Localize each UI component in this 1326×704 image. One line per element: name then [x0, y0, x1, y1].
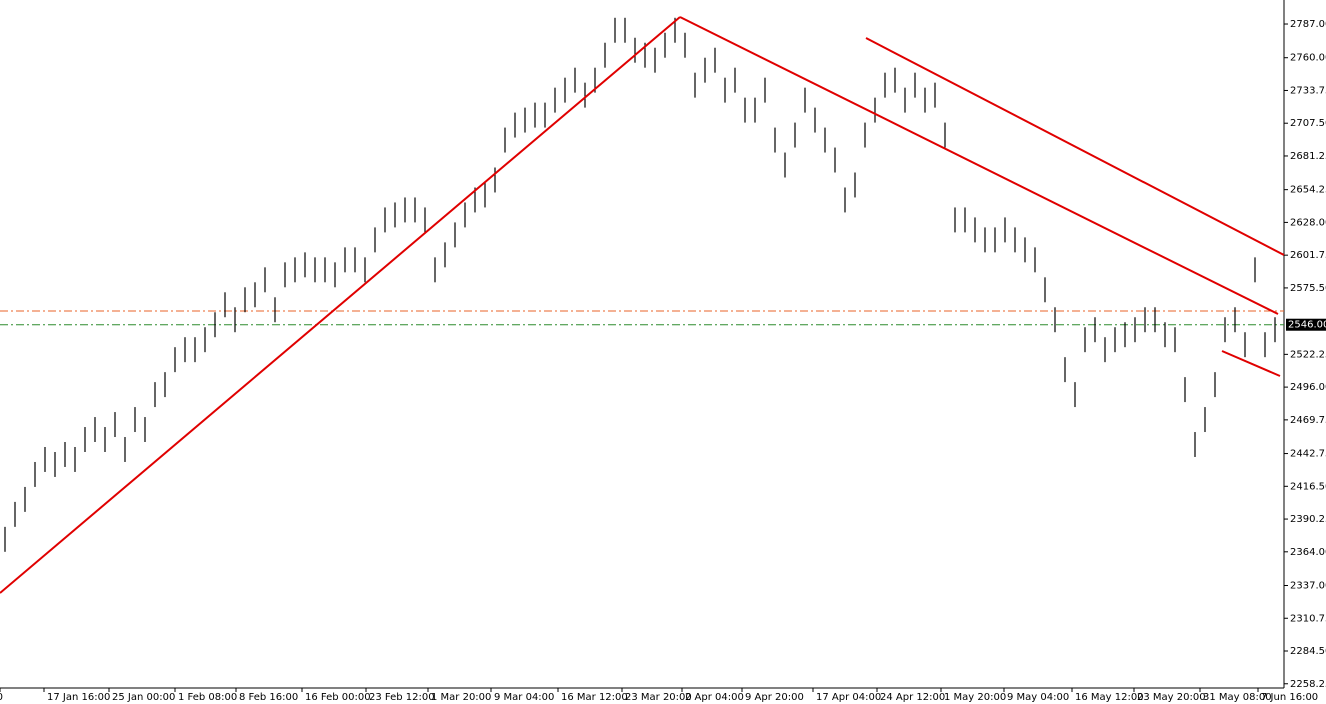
- y-tick-label: 2258.25: [1290, 679, 1326, 690]
- x-tick-label: 25 Jan 00:00: [112, 692, 175, 703]
- x-tick-label: 31 May 08:00: [1203, 692, 1272, 703]
- x-tick-label: 9 Apr 20:00: [745, 692, 804, 703]
- x-tick-label: 24 Apr 12:00: [880, 692, 945, 703]
- trend-line: [679, 16, 1279, 315]
- x-tick-label: 23 Feb 12:00: [369, 692, 435, 703]
- y-tick-label: 2284.50: [1290, 646, 1326, 657]
- x-tick-label: 2 Apr 04:00: [685, 692, 744, 703]
- trend-line: [865, 37, 1285, 256]
- x-tick-label: 16 Feb 00:00: [305, 692, 371, 703]
- x-tick-label: 1 May 20:00: [944, 692, 1006, 703]
- x-tick-label: 9 May 04:00: [1007, 692, 1069, 703]
- trend-lines: [0, 16, 1285, 594]
- y-tick-label: 2522.25: [1290, 349, 1326, 360]
- y-tick-label: 2601.75: [1290, 250, 1326, 261]
- y-tick-label: 2787.00: [1290, 19, 1326, 30]
- trend-line: [0, 16, 681, 594]
- y-tick-label: 2364.00: [1290, 547, 1326, 558]
- y-tick-label: 2496.00: [1290, 382, 1326, 393]
- y-tick-label: 2760.00: [1290, 53, 1326, 64]
- y-tick-label: 2733.75: [1290, 85, 1326, 96]
- y-tick-label: 2681.25: [1290, 151, 1326, 162]
- x-tick-label: 0:00: [0, 692, 3, 703]
- y-tick-label: 2390.25: [1290, 514, 1326, 525]
- y-tick-label: 2575.50: [1290, 283, 1326, 294]
- x-tick-label: 9 Mar 04:00: [494, 692, 554, 703]
- y-tick-label: 2628.00: [1290, 217, 1326, 228]
- x-tick-label: 1 Feb 08:00: [178, 692, 237, 703]
- y-tick-label: 2416.50: [1290, 481, 1326, 492]
- plot: [0, 17, 1284, 552]
- x-tick-label: 16 May 12:00: [1075, 692, 1144, 703]
- y-tick-label: 2442.75: [1290, 449, 1326, 460]
- x-tick-label: 8 Feb 16:00: [239, 692, 298, 703]
- y-tick-label: 2654.25: [1290, 185, 1326, 196]
- price-label-box: [1286, 318, 1326, 331]
- x-tick-label: 16 Mar 12:00: [561, 692, 628, 703]
- x-tick-label: 17 Jan 16:00: [47, 692, 110, 703]
- x-tick-label: 1 Mar 20:00: [431, 692, 491, 703]
- y-tick-label: 2707.50: [1290, 118, 1326, 129]
- x-tick-label: 7 Jun 16:00: [1261, 692, 1318, 703]
- y-tick-label: 2469.75: [1290, 415, 1326, 426]
- price-label: 2546.00: [1288, 320, 1326, 331]
- x-tick-label: 23 May 20:00: [1137, 692, 1206, 703]
- y-tick-label: 2310.75: [1290, 613, 1326, 624]
- x-tick-label: 17 Apr 04:00: [816, 692, 881, 703]
- trend-line: [1221, 350, 1281, 377]
- y-tick-label: 2337.00: [1290, 581, 1326, 592]
- x-tick-label: 23 Mar 20:00: [625, 692, 692, 703]
